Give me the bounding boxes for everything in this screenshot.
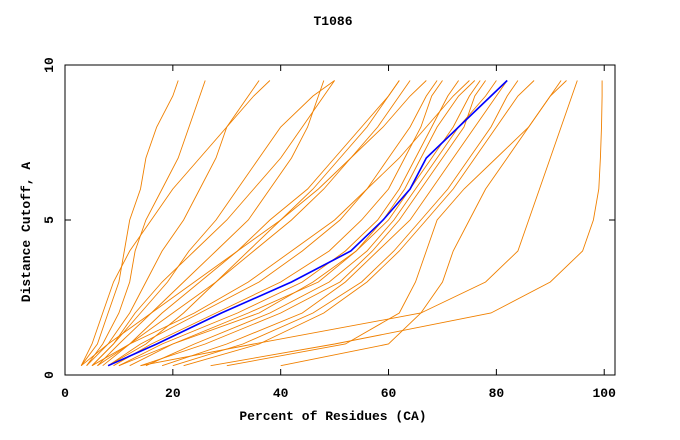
series-line — [107, 80, 438, 367]
x-tick-label: 0 — [61, 386, 69, 401]
x-tick-label: 80 — [489, 386, 505, 401]
series-line — [91, 80, 335, 367]
series-line — [280, 80, 562, 367]
series-line — [91, 80, 411, 367]
series-line — [118, 80, 459, 367]
series-line — [107, 79, 508, 367]
series-line — [183, 80, 535, 367]
series-line — [107, 80, 400, 367]
series-line — [172, 80, 519, 367]
y-axis-label: Distance Cutoff, A — [19, 162, 34, 303]
series-line — [145, 80, 497, 367]
series-line — [80, 80, 179, 366]
series-line — [118, 80, 476, 367]
chart-title: T1086 — [313, 14, 352, 29]
x-axis-label: Percent of Residues (CA) — [239, 409, 426, 424]
series-line — [140, 80, 486, 367]
x-tick-label: 60 — [381, 386, 397, 401]
series-line — [80, 80, 271, 366]
y-tick-label: 0 — [42, 371, 57, 379]
series-line — [97, 80, 470, 367]
series-line — [161, 80, 508, 367]
x-tick-label: 40 — [273, 386, 289, 401]
series-line — [140, 80, 578, 367]
series-line — [80, 80, 260, 367]
x-tick-label: 100 — [593, 386, 617, 401]
series-line — [129, 80, 481, 367]
series-line — [113, 80, 443, 367]
x-tick-label: 20 — [165, 386, 181, 401]
series-line — [86, 80, 206, 366]
plot-area — [80, 79, 603, 367]
y-tick-label: 10 — [42, 57, 57, 73]
series-line — [91, 80, 335, 367]
series-line — [210, 80, 603, 367]
series-line — [102, 80, 400, 367]
y-tick-label: 5 — [42, 216, 57, 224]
series-line — [97, 80, 325, 367]
